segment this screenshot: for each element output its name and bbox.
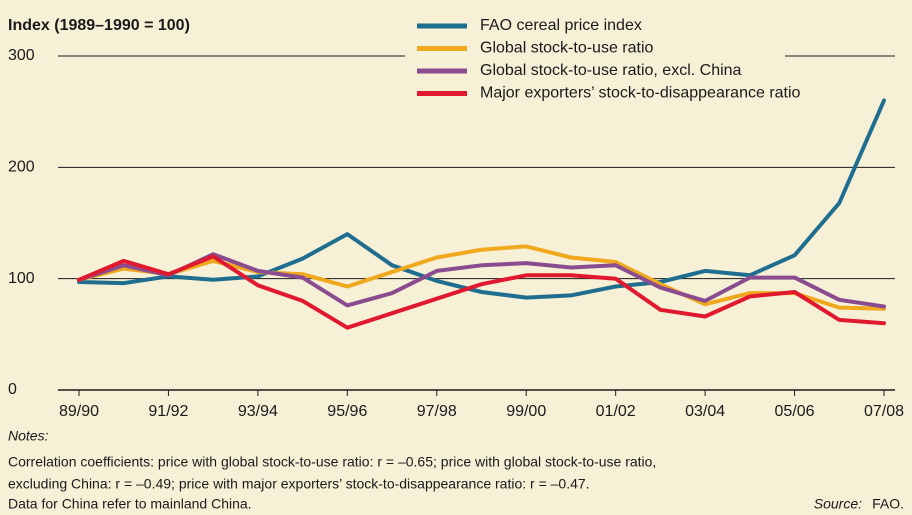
note: Data for China refer to mainland China. <box>8 496 252 512</box>
legend-label: Global stock-to-use ratio, excl. China <box>480 62 742 79</box>
x-tick-label: 01/02 <box>596 403 636 420</box>
y-tick-label: 0 <box>8 381 17 398</box>
note: Correlation coefficients: price with glo… <box>8 454 656 470</box>
y-tick-label: 100 <box>8 270 35 287</box>
plot: 0 100 200 300 89/90 91/92 93/94 95/96 97/98 99/00… <box>8 10 904 420</box>
legend-label: Global stock-to-use ratio <box>480 40 654 57</box>
x-tick-label: 95/96 <box>327 403 367 420</box>
x-tick-label: 05/06 <box>775 403 815 420</box>
y-tick-label: 300 <box>8 47 35 64</box>
x-tick-label: 93/94 <box>238 403 278 420</box>
x-tick-label: 99/00 <box>506 403 546 420</box>
source-label: Source: <box>814 496 862 512</box>
series-line <box>77 98 886 300</box>
note: excluding China: r = –0.49; price with m… <box>8 476 590 492</box>
series-line <box>77 244 886 311</box>
x-tick-label: 97/98 <box>417 403 457 420</box>
legend-background <box>405 10 785 106</box>
y-tick-label: 200 <box>8 159 35 176</box>
notes-title: Notes: <box>8 428 49 444</box>
legend-label: Major exporters’ stock-to-disappearance … <box>480 85 801 102</box>
x-tick-label: 07/08 <box>864 403 904 420</box>
x-tick-label: 03/04 <box>685 403 725 420</box>
series-line <box>77 254 886 330</box>
source-text: FAO. <box>872 496 904 512</box>
legend-label: FAO cereal price index <box>480 17 642 34</box>
x-tick-label: 91/92 <box>148 403 188 420</box>
series-line <box>77 252 886 309</box>
y-axis-title: Index (1989–1990 = 100) <box>8 17 190 34</box>
x-tick-label: 89/90 <box>59 403 99 420</box>
